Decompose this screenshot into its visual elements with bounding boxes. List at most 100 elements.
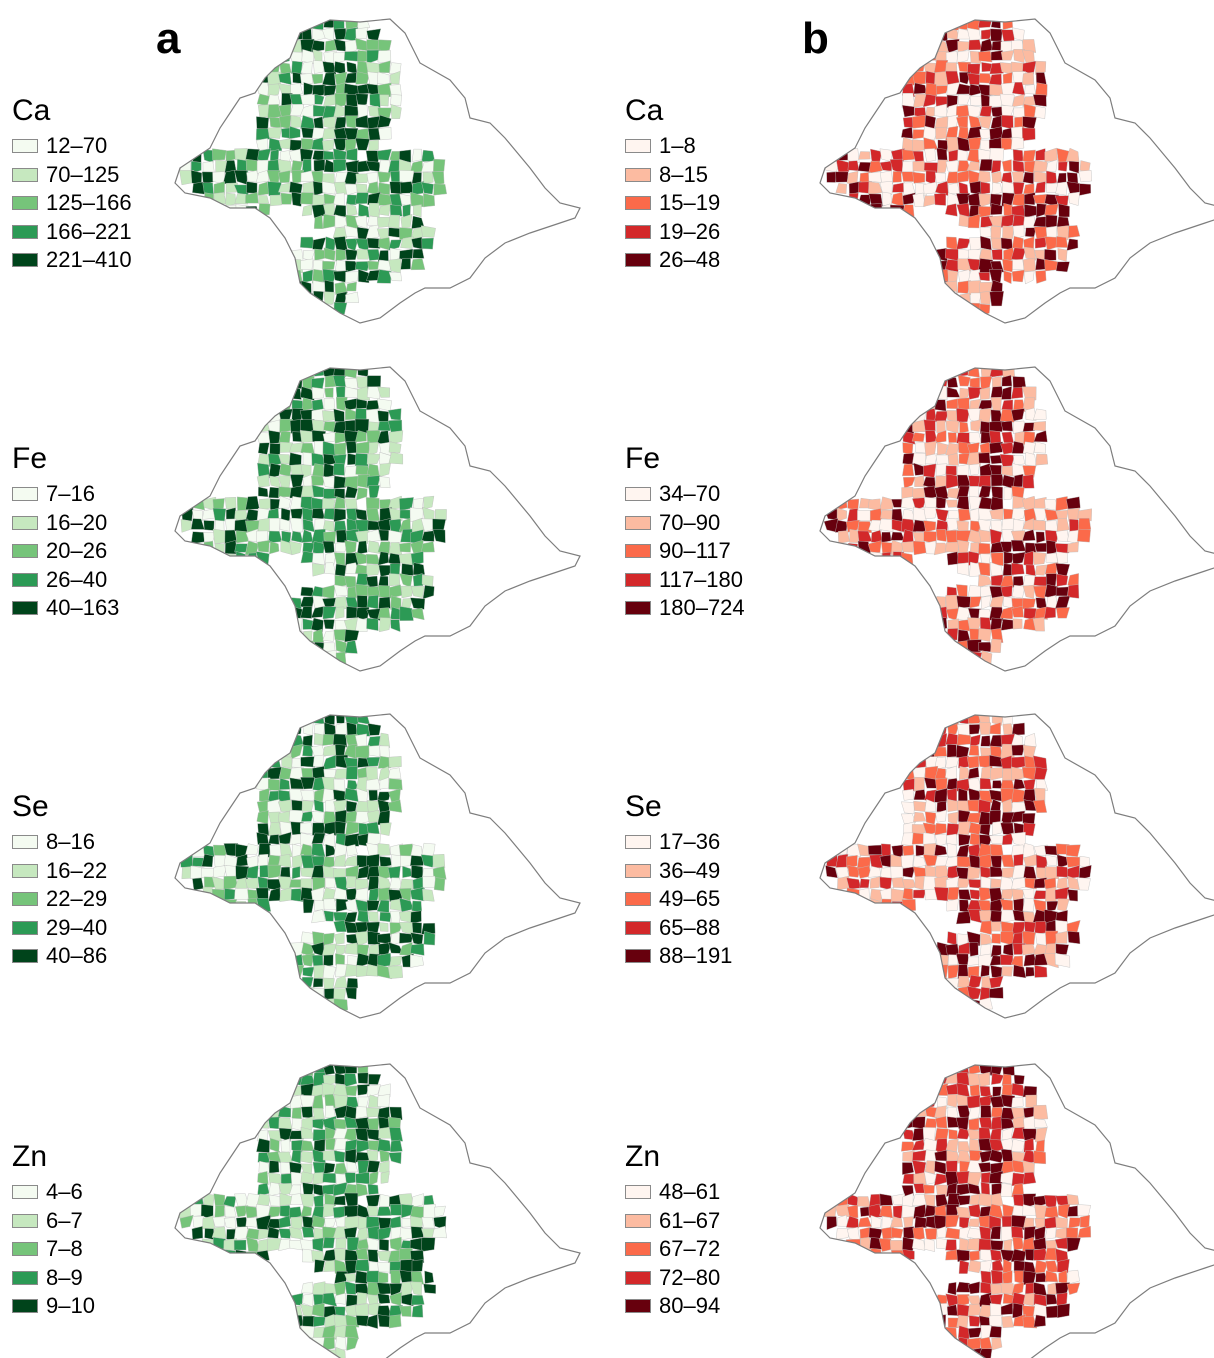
legend-title: Fe [625,442,661,475]
legend-swatch [12,892,38,907]
legend-swatch [625,601,651,616]
legend-item: 90–117 [625,537,795,566]
legend-item: 12–70 [12,132,182,161]
legend-swatch [625,487,651,502]
legend-se-b: Se 17–36 36–49 49–65 65–88 88–191 [625,790,795,971]
legend-item: 8–15 [625,161,795,190]
legend-label: 7–16 [46,481,95,507]
legend-swatch [12,167,38,182]
legend-item: 72–80 [625,1264,795,1293]
legend-label: 65–88 [659,914,721,940]
legend-label: 9–10 [46,1293,95,1319]
legend-title: Se [625,790,662,823]
legend-label: 8–16 [46,829,95,855]
legend-swatch [625,139,651,154]
legend-item: 49–65 [625,885,795,914]
legend-label: 16–22 [46,857,108,883]
legend-title: Zn [12,1140,48,1173]
legend-swatch [12,1213,38,1228]
map-fe-b [819,366,1214,672]
legend-fe-b: Fe 34–70 70–90 90–117 117–180 180–724 [625,442,795,623]
legend-item: 16–20 [12,509,182,538]
legend-item: 15–19 [625,189,795,218]
legend-label: 80–94 [659,1293,721,1319]
legend-item: 19–26 [625,218,795,247]
legend-swatch [625,920,651,935]
legend-title: Ca [12,94,51,127]
legend-item: 8–9 [12,1264,182,1293]
legend-swatch [625,224,651,239]
legend-item: 22–29 [12,885,182,914]
map-zn-a [174,1063,581,1358]
legend-label: 4–6 [46,1179,83,1205]
map-zn-b [819,1063,1214,1358]
legend-label: 221–410 [46,247,132,273]
legend-item: 26–40 [12,566,182,595]
legend-swatch [625,572,651,587]
legend-item: 4–6 [12,1178,182,1207]
map-se-a [174,713,581,1019]
legend-label: 1–8 [659,133,696,159]
legend-item: 7–8 [12,1235,182,1264]
legend-swatch [625,1185,651,1200]
legend-swatch [625,949,651,964]
legend-swatch [12,224,38,239]
legend-label: 36–49 [659,857,721,883]
legend-item: 65–88 [625,914,795,943]
legend-title: Fe [12,442,48,475]
legend-label: 48–61 [659,1179,721,1205]
legend-item: 8–16 [12,828,182,857]
legend-label: 90–117 [659,538,731,564]
legend-swatch [12,949,38,964]
legend-item: 40–163 [12,594,182,623]
legend-zn-a: Zn 4–6 6–7 7–8 8–9 9–10 [12,1140,182,1321]
legend-ca-a: Ca 12–70 70–125 125–166 166–221 221–410 [12,94,182,275]
legend-fe-a: Fe 7–16 16–20 20–26 26–40 40–163 [12,442,182,623]
legend-item: 117–180 [625,566,795,595]
legend-item: 48–61 [625,1178,795,1207]
legend-label: 8–15 [659,161,708,187]
legend-label: 88–191 [659,943,733,969]
legend-swatch [625,863,651,878]
legend-swatch [12,139,38,154]
legend-label: 67–72 [659,1236,721,1262]
legend-label: 70–90 [659,509,721,535]
legend-swatch [12,1299,38,1314]
legend-title: Zn [625,1140,661,1173]
legend-swatch [12,572,38,587]
legend-label: 72–80 [659,1264,721,1290]
legend-item: 70–125 [12,161,182,190]
legend-item: 180–724 [625,594,795,623]
legend-item: 221–410 [12,246,182,275]
legend-swatch [12,544,38,559]
legend-swatch [625,544,651,559]
legend-swatch [625,515,651,530]
legend-item: 80–94 [625,1292,795,1321]
legend-item: 1–8 [625,132,795,161]
legend-label: 17–36 [659,829,721,855]
legend-label: 20–26 [46,538,108,564]
legend-label: 180–724 [659,595,745,621]
legend-swatch [12,863,38,878]
legend-swatch [12,253,38,268]
legend-swatch [625,196,651,211]
legend-label: 22–29 [46,886,108,912]
legend-label: 19–26 [659,218,721,244]
legend-item: 40–86 [12,942,182,971]
legend-label: 125–166 [46,190,132,216]
legend-swatch [12,835,38,850]
map-ca-b [819,18,1214,324]
legend-item: 20–26 [12,537,182,566]
legend-swatch [625,1270,651,1285]
legend-swatch [625,253,651,268]
legend-swatch [12,1242,38,1257]
legend-title: Ca [625,94,664,127]
legend-item: 70–90 [625,509,795,538]
legend-item: 61–67 [625,1207,795,1236]
legend-swatch [12,920,38,935]
legend-se-a: Se 8–16 16–22 22–29 29–40 40–86 [12,790,182,971]
legend-label: 6–7 [46,1207,83,1233]
panel-label-a: a [156,14,181,63]
legend-item: 9–10 [12,1292,182,1321]
